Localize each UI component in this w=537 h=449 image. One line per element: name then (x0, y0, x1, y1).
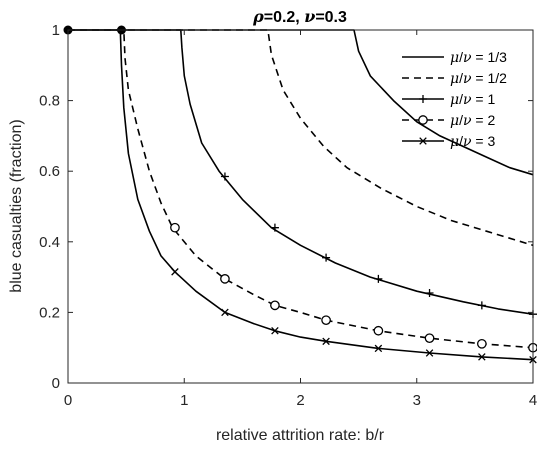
series-4-marker (220, 274, 230, 284)
series-5-marker (221, 308, 229, 317)
series-layer (68, 29, 534, 361)
series-5-marker (271, 326, 279, 335)
legend-label-5-nu: ν (463, 134, 472, 150)
series-5-marker (425, 349, 434, 357)
x-tick-label: 2 (296, 392, 304, 409)
legend-label-2-slash: / (459, 70, 463, 86)
legend-marker-3 (419, 95, 427, 103)
series-3-marker (425, 288, 434, 297)
legend-label-3-ratio: = 1 (472, 91, 496, 107)
legend-label-3-slash: / (459, 91, 463, 107)
legend-label-2-nu: ν (463, 71, 472, 87)
series-3-marker (322, 253, 331, 262)
axis-layer: 0 1 2 3 4 0 0.2 0.4 0.6 0.8 1 (39, 22, 537, 409)
legend-label-1-slash: / (459, 49, 463, 65)
legend: μ/ν = 1/3μ/ν = 1/2μ/ν = 1μ/ν = 2μ/ν = 3 (402, 49, 507, 150)
chart-title: ρ=0.2, ν=0.3 (252, 7, 347, 26)
y-tick-label: 0.4 (39, 234, 60, 251)
series-4-marker (424, 333, 435, 344)
legend-label-5-mu: μ (450, 134, 459, 150)
legend-label-5-slash: / (459, 133, 463, 149)
series-4-marker (270, 300, 280, 311)
y-axis-label: blue casualties (fraction) (8, 119, 25, 292)
series-line-3 (68, 29, 534, 315)
series-3-marker (374, 274, 383, 283)
series-5-marker (374, 344, 383, 353)
title-rho-value: =0.2, (264, 9, 304, 26)
y-tick-label: 0.8 (39, 93, 60, 110)
series-5-marker (322, 337, 330, 346)
series-4-marker (321, 315, 331, 326)
legend-marker-5 (419, 137, 427, 145)
legend-label-2-ratio: = 1/2 (472, 70, 508, 86)
series-line-1 (68, 29, 534, 176)
legend-label-4-ratio: = 2 (472, 112, 496, 128)
series-3-marker (477, 301, 486, 310)
series-4-marker (373, 325, 384, 336)
series-5-marker (478, 353, 486, 361)
series-5-marker (171, 268, 179, 276)
x-tick-label: 0 (64, 392, 72, 409)
legend-label-4-slash: / (459, 112, 463, 128)
legend-label-4-nu: ν (463, 113, 472, 129)
title-nu-value: =0.3 (315, 9, 347, 26)
y-tick-label: 1 (52, 22, 60, 39)
legend-label-4: μ/ν = 2 (450, 112, 495, 129)
x-axis-label: relative attrition rate: b/r (216, 427, 385, 444)
marker-layer (63, 25, 537, 364)
legend-label-1-mu: μ (450, 50, 459, 66)
series-4-marker (170, 222, 180, 233)
series-4-marker (476, 338, 487, 349)
legend-label-4-mu: μ (450, 113, 459, 129)
legend-label-3: μ/ν = 1 (450, 91, 495, 108)
title-nu-symbol: ν (304, 7, 315, 26)
y-tick-label: 0 (52, 375, 60, 392)
legend-label-1-ratio: = 1/3 (472, 49, 508, 65)
title-rho-symbol: ρ (252, 7, 264, 26)
plot-area (68, 30, 533, 383)
x-tick-label: 3 (413, 392, 421, 409)
legend-label-3-mu: μ (450, 92, 459, 108)
legend-label-1: μ/ν = 1/3 (450, 49, 507, 66)
legend-label-5: μ/ν = 3 (450, 133, 495, 150)
series-line-4 (68, 29, 534, 349)
series-line-2 (68, 29, 534, 247)
legend-label-1-nu: ν (463, 50, 472, 66)
y-tick-label: 0.6 (39, 163, 60, 180)
legend-label-2-mu: μ (450, 71, 459, 87)
series-3-marker (220, 172, 229, 181)
y-tick-label: 0.2 (39, 304, 60, 321)
series-3-marker (270, 223, 279, 232)
legend-label-5-ratio: = 3 (472, 133, 496, 149)
x-tick-label: 4 (529, 392, 537, 409)
legend-label-2: μ/ν = 1/2 (450, 70, 507, 87)
legend-label-3-nu: ν (463, 92, 472, 108)
x-tick-label: 1 (180, 392, 188, 409)
legend-marker-4 (418, 115, 428, 125)
